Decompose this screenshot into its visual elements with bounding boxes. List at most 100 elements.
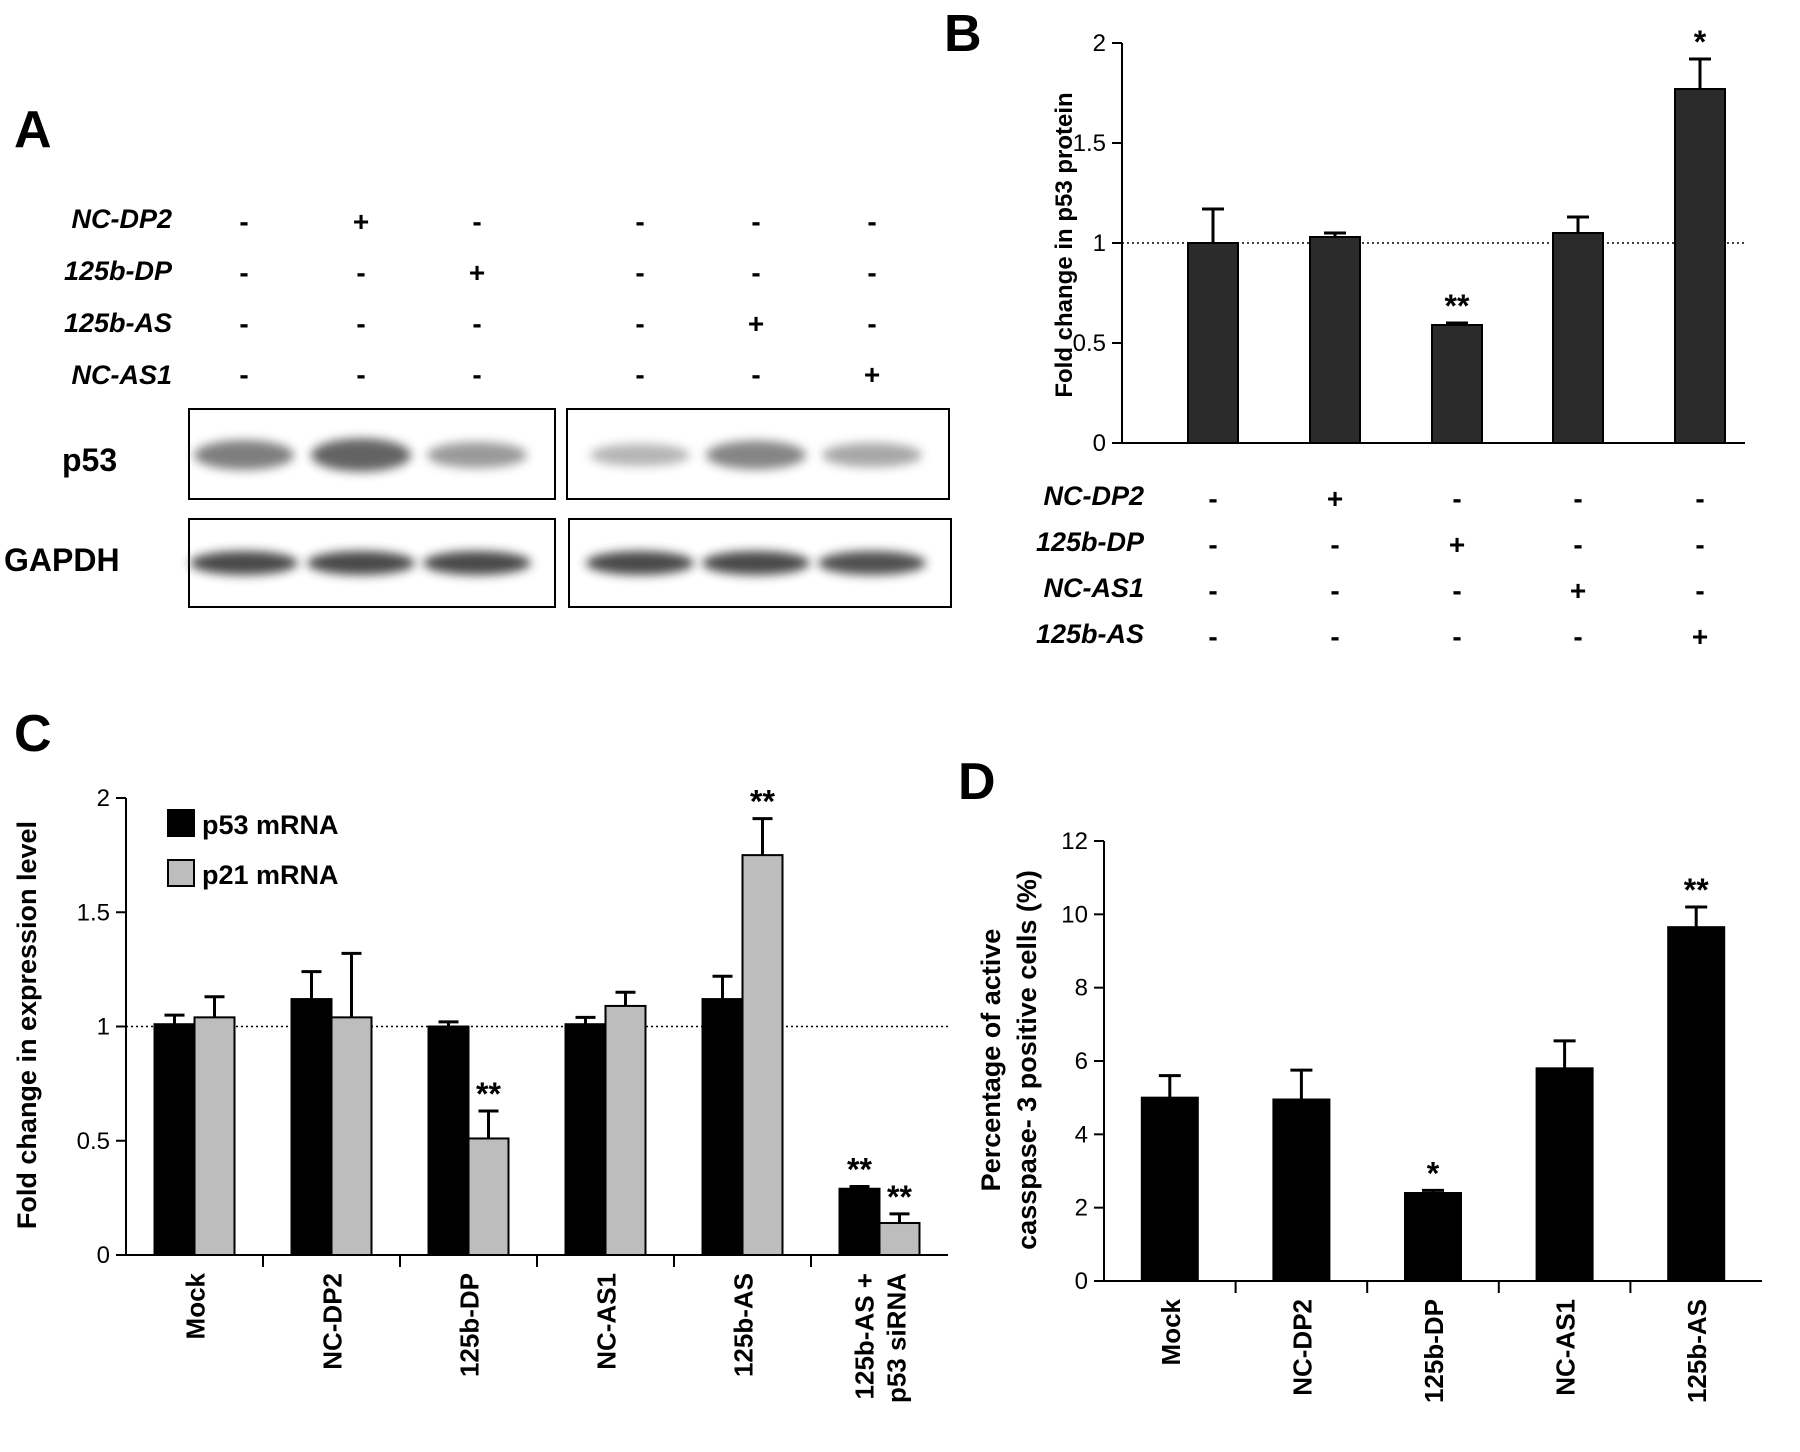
treatment-sign: - bbox=[635, 359, 645, 390]
treatment-sign: + bbox=[468, 257, 486, 288]
y-axis-label: Fold change in p53 protein bbox=[1051, 92, 1078, 397]
p53-band bbox=[194, 440, 294, 470]
panel-letter-c: C bbox=[14, 705, 52, 763]
blot-label-p53: p53 bbox=[62, 442, 118, 478]
bar bbox=[1187, 242, 1239, 444]
row-label: NC-DP2 bbox=[1043, 481, 1144, 511]
treatment-sign: + bbox=[1691, 621, 1709, 652]
treatment-sign: - bbox=[1208, 483, 1218, 514]
significance-marker: * bbox=[1694, 24, 1707, 60]
bar bbox=[564, 1023, 607, 1256]
treatment-sign: - bbox=[751, 206, 761, 237]
y-axis-label: Percentage of active casspase- 3 positive… bbox=[976, 870, 1042, 1250]
p53-band bbox=[311, 438, 411, 472]
treatment-sign: - bbox=[1452, 483, 1462, 514]
y-tick-label: 0 bbox=[97, 1242, 110, 1269]
y-tick-label: 0.5 bbox=[77, 1128, 110, 1155]
y-tick-label: 10 bbox=[1061, 901, 1088, 928]
significance-marker: * bbox=[1427, 1155, 1440, 1191]
row-label: 125b-DP bbox=[63, 256, 172, 286]
treatment-sign: - bbox=[1208, 621, 1218, 652]
y-tick-label: 1 bbox=[97, 1014, 110, 1041]
y-axis-label-line: casspase- 3 positive cells (%) bbox=[1012, 870, 1042, 1250]
bar bbox=[1667, 926, 1726, 1283]
treatment-sign: - bbox=[356, 257, 366, 288]
bar bbox=[604, 1004, 647, 1256]
treatment-sign: - bbox=[1452, 621, 1462, 652]
treatment-sign: - bbox=[472, 308, 482, 339]
x-tick-label: 125b-DP bbox=[455, 1273, 485, 1377]
gapdh-band bbox=[818, 551, 926, 575]
treatment-sign: - bbox=[239, 359, 249, 390]
legend-label: p53 mRNA bbox=[202, 810, 339, 840]
x-tick-label: 125b-AS bbox=[1682, 1299, 1712, 1403]
treatment-sign: + bbox=[863, 359, 881, 390]
y-tick-label: 1 bbox=[1093, 230, 1106, 257]
p53-band bbox=[822, 442, 922, 468]
treatment-sign: - bbox=[239, 257, 249, 288]
x-tick-label-line: Mock bbox=[181, 1272, 211, 1339]
y-tick-label: 2 bbox=[1093, 30, 1106, 57]
legend-swatch bbox=[167, 809, 195, 837]
bar bbox=[1674, 88, 1726, 444]
treatment-sign: - bbox=[1695, 483, 1705, 514]
legend-swatch bbox=[167, 859, 195, 887]
gapdh-band bbox=[423, 551, 531, 575]
treatment-sign: + bbox=[1326, 483, 1344, 514]
treatment-sign: - bbox=[1573, 529, 1583, 560]
legend-label: p21 mRNA bbox=[202, 860, 339, 890]
treatment-sign: - bbox=[1330, 621, 1340, 652]
treatment-sign: + bbox=[1569, 575, 1587, 606]
treatment-sign: - bbox=[867, 257, 877, 288]
y-tick-label: 8 bbox=[1075, 975, 1088, 1002]
row-label: 125b-AS bbox=[63, 308, 172, 338]
y-axis-label: Fold change in expression level bbox=[12, 821, 42, 1229]
y-tick-label: 0.5 bbox=[1073, 330, 1106, 357]
treatment-sign: - bbox=[472, 359, 482, 390]
y-tick-label: 2 bbox=[1075, 1195, 1088, 1222]
bar bbox=[1404, 1192, 1462, 1282]
bar bbox=[193, 1016, 236, 1256]
panel-letter-b: B bbox=[944, 5, 982, 63]
row-label: 125b-AS bbox=[1035, 619, 1144, 649]
treatment-sign: - bbox=[1695, 529, 1705, 560]
treatment-sign: - bbox=[1573, 483, 1583, 514]
y-axis-label-line: Percentage of active bbox=[976, 929, 1006, 1192]
treatment-sign: - bbox=[1330, 529, 1340, 560]
treatment-sign: - bbox=[635, 257, 645, 288]
treatment-sign: - bbox=[472, 206, 482, 237]
treatment-sign: - bbox=[239, 206, 249, 237]
p53-band bbox=[427, 441, 527, 469]
x-tick-label: NC-AS1 bbox=[592, 1273, 622, 1370]
y-tick-label: 12 bbox=[1061, 828, 1088, 855]
x-tick-label-line: NC-DP2 bbox=[318, 1273, 348, 1370]
x-tick-label: 125b-AS +p53 siRNA bbox=[850, 1273, 912, 1403]
x-tick-label: NC-DP2 bbox=[318, 1273, 348, 1370]
x-tick-label-line: 125b-AS bbox=[729, 1273, 759, 1377]
treatment-sign: - bbox=[1208, 575, 1218, 606]
significance-marker: ** bbox=[1684, 872, 1709, 908]
treatment-sign: - bbox=[867, 308, 877, 339]
treatment-sign: + bbox=[1448, 529, 1466, 560]
y-tick-label: 0 bbox=[1093, 430, 1106, 457]
bar bbox=[701, 998, 744, 1257]
bar bbox=[838, 1187, 881, 1256]
treatment-sign: - bbox=[751, 359, 761, 390]
treatment-sign: + bbox=[747, 308, 765, 339]
x-tick-label: 125b-AS bbox=[729, 1273, 759, 1377]
x-tick-label: Mock bbox=[181, 1272, 211, 1339]
treatment-sign: - bbox=[1330, 575, 1340, 606]
gapdh-band bbox=[190, 551, 298, 575]
row-label: NC-AS1 bbox=[1043, 573, 1144, 603]
x-tick-label-line: NC-AS1 bbox=[592, 1273, 622, 1370]
x-tick-label: NC-DP2 bbox=[1287, 1299, 1317, 1396]
row-label: NC-AS1 bbox=[71, 360, 172, 390]
x-tick-label-line: p53 siRNA bbox=[882, 1273, 912, 1403]
treatment-sign: + bbox=[352, 206, 370, 237]
y-tick-label: 0 bbox=[1075, 1268, 1088, 1295]
x-tick-label: NC-AS1 bbox=[1551, 1299, 1581, 1396]
treatment-sign: - bbox=[1573, 621, 1583, 652]
